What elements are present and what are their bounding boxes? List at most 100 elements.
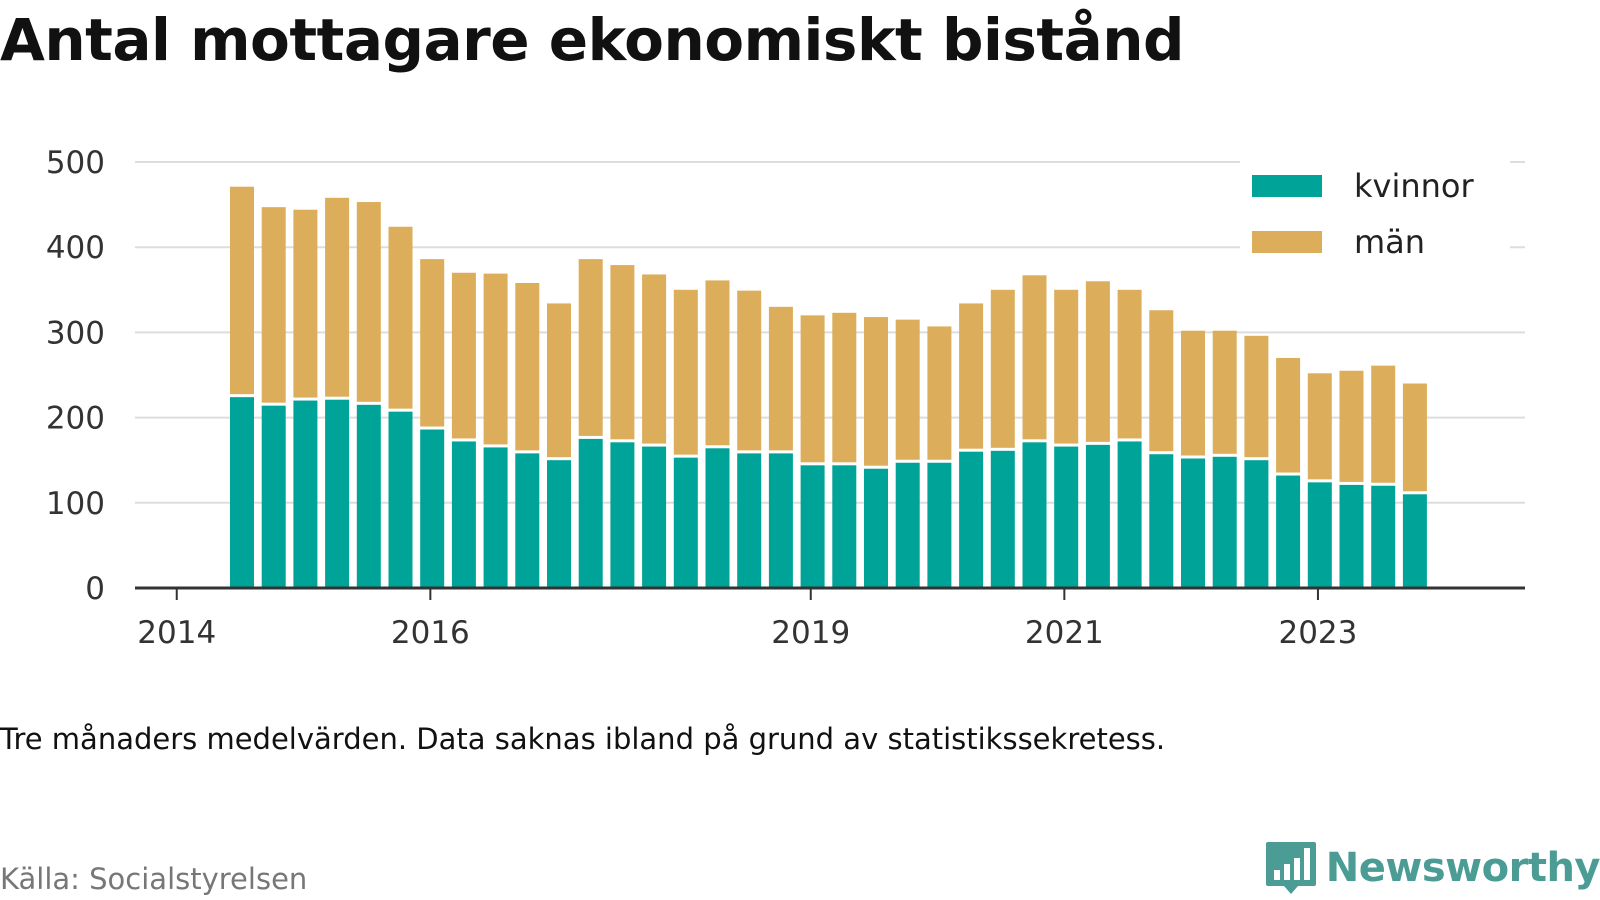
bar-kvinnor [705, 448, 730, 588]
bar-kvinnor [261, 405, 286, 588]
bar-group [1402, 383, 1427, 588]
bar-kvinnor [800, 465, 825, 588]
bar-man [673, 289, 698, 455]
bar-man [1054, 289, 1079, 444]
source-note: Källa: Socialstyrelsen [0, 862, 308, 896]
bar-kvinnor [1117, 441, 1142, 588]
brand-logo: Newsworthy [1264, 840, 1600, 896]
bar-kvinnor [293, 400, 318, 588]
bar-kvinnor [547, 460, 571, 588]
bar-man [959, 303, 984, 449]
bar-kvinnor [895, 462, 920, 588]
bar-man [420, 259, 445, 427]
bar-group [515, 282, 540, 588]
bar-group [832, 312, 857, 588]
bar-group [1054, 289, 1079, 588]
bar-kvinnor [1339, 484, 1364, 588]
bar-kvinnor [1244, 460, 1269, 588]
bar-man [610, 265, 635, 440]
bar-man [230, 186, 254, 395]
bar-group [610, 265, 635, 588]
bar-group [420, 259, 445, 588]
bar-group [451, 272, 476, 588]
bar-group [261, 207, 286, 588]
bar-group [1181, 330, 1205, 588]
bar-kvinnor [673, 457, 698, 588]
bar-man [642, 274, 667, 444]
bar-kvinnor [1371, 485, 1396, 588]
bar-group [927, 326, 952, 588]
bar-kvinnor [1212, 456, 1237, 588]
bar-group [1212, 330, 1237, 588]
bar-kvinnor [610, 442, 635, 588]
bar-man [547, 303, 571, 458]
bar-man [1085, 281, 1110, 442]
bar-man [1022, 275, 1047, 440]
bar-group [1022, 275, 1047, 588]
bar-kvinnor [768, 453, 793, 588]
y-tick-label: 400 [46, 230, 105, 266]
x-tick-label: 2014 [137, 615, 216, 651]
bar-group [356, 202, 381, 588]
bar-man [705, 280, 730, 446]
x-tick-label: 2021 [1025, 615, 1104, 651]
legend-label: kvinnor [1354, 167, 1475, 205]
newsworthy-logo-icon [1265, 842, 1316, 894]
bar-man [895, 319, 920, 460]
y-tick-label: 100 [46, 486, 105, 522]
x-tick-label: 2016 [391, 615, 470, 651]
bar-group [388, 226, 413, 588]
bar-group [705, 280, 730, 588]
bar-group [642, 274, 667, 588]
bar-kvinnor [642, 446, 667, 588]
bar-man [388, 226, 413, 409]
bar-man [1402, 383, 1427, 492]
bar-group [1371, 365, 1396, 588]
bar-group [1244, 335, 1269, 588]
bar-group [895, 319, 920, 588]
bar-man [515, 282, 540, 451]
bar-kvinnor [927, 462, 952, 588]
bar-group [325, 197, 350, 588]
bar-man [768, 306, 793, 451]
bar-man [1181, 330, 1205, 456]
bar-man [261, 207, 286, 403]
bar-man [356, 202, 381, 402]
bar-kvinnor [451, 441, 476, 588]
bar-man [1371, 365, 1396, 483]
x-tick-label: 2019 [771, 615, 850, 651]
y-tick-label: 200 [46, 401, 105, 437]
bar-group [1085, 281, 1110, 588]
bar-group [1339, 370, 1364, 588]
bar-man [800, 315, 825, 463]
legend-label: män [1354, 223, 1425, 261]
stacked-bar-chart: 0 100 200 300 400 500 2014 2016 2019 2021 2023 kvin… [46, 145, 1525, 651]
x-tick-label: 2023 [1278, 615, 1357, 651]
bar-kvinnor [1085, 444, 1110, 588]
y-tick-label: 300 [46, 315, 105, 351]
bar-man [1307, 373, 1332, 480]
bar-group [230, 186, 254, 588]
bar-kvinnor [959, 451, 984, 588]
bar-kvinnor [1022, 442, 1047, 588]
bar-kvinnor [388, 411, 413, 588]
bar-man [927, 326, 952, 460]
bar-man [483, 273, 508, 445]
bar-group [800, 315, 825, 588]
bar-kvinnor [832, 465, 857, 588]
bar-man [1149, 310, 1174, 452]
bar-kvinnor [578, 438, 603, 588]
bar-man [578, 259, 603, 436]
bar-group [293, 209, 318, 588]
bar-man [1212, 330, 1237, 454]
bar-man [1244, 335, 1269, 458]
bar-group [990, 289, 1015, 588]
bar-group [1276, 357, 1301, 588]
bar-man [1276, 357, 1301, 473]
bar-kvinnor [864, 468, 888, 588]
bar-man [325, 197, 350, 397]
bar-kvinnor [990, 450, 1015, 588]
bar-kvinnor [1307, 482, 1332, 588]
bar-kvinnor [737, 453, 762, 588]
bar-group [768, 306, 793, 588]
